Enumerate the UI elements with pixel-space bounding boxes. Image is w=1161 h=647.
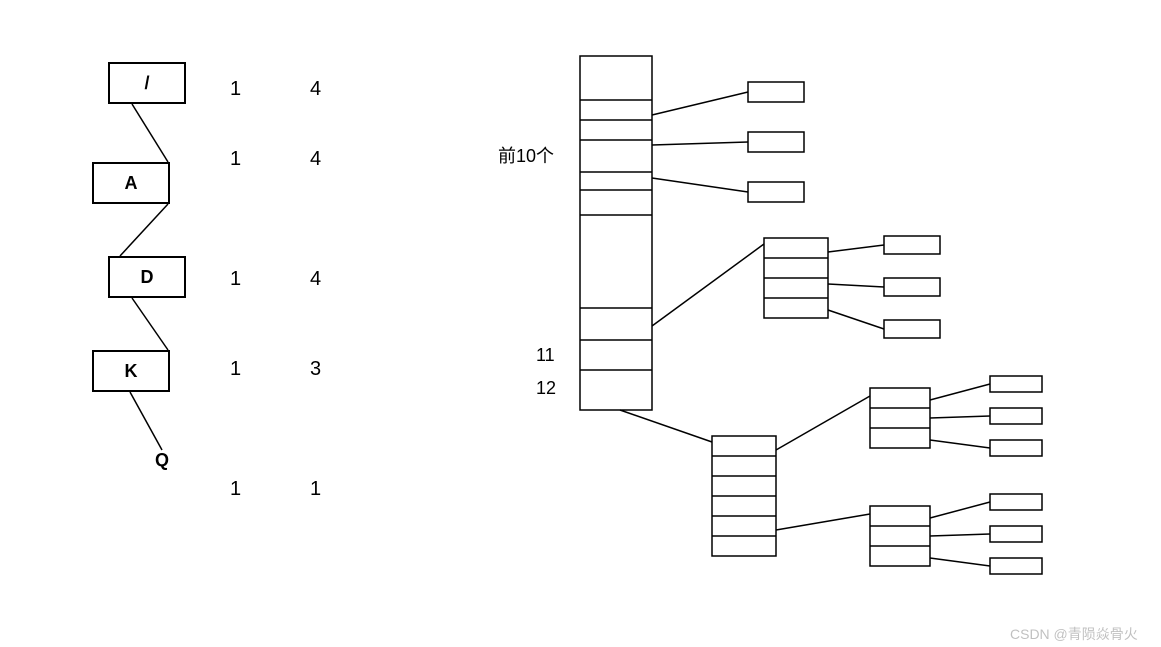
tree-node-k: K — [92, 350, 170, 392]
col1-val: 1 — [230, 78, 241, 101]
node-label: K — [125, 361, 138, 382]
col2-val: 4 — [310, 268, 321, 291]
col1-val: 1 — [230, 478, 241, 501]
col2-val: 3 — [310, 358, 321, 381]
row-12-lbl: 12 — [536, 378, 556, 399]
watermark: CSDN @青陨焱骨火 — [1010, 624, 1138, 644]
col2-val: 4 — [310, 78, 321, 101]
tree-node-d: D — [108, 256, 186, 298]
node-label: D — [141, 267, 154, 288]
col2-val: 4 — [310, 148, 321, 171]
col1-val: 1 — [230, 148, 241, 171]
node-label: / — [144, 73, 149, 94]
tree-node-q: Q — [155, 450, 169, 471]
col2-val: 1 — [310, 478, 321, 501]
col1-val: 1 — [230, 268, 241, 291]
col1-val: 1 — [230, 358, 241, 381]
top-label: 前10个 — [498, 142, 554, 168]
tree-node-a: A — [92, 162, 170, 204]
row-11-lbl: 11 — [536, 345, 555, 366]
tree-node-root: / — [108, 62, 186, 104]
node-label: A — [125, 173, 138, 194]
